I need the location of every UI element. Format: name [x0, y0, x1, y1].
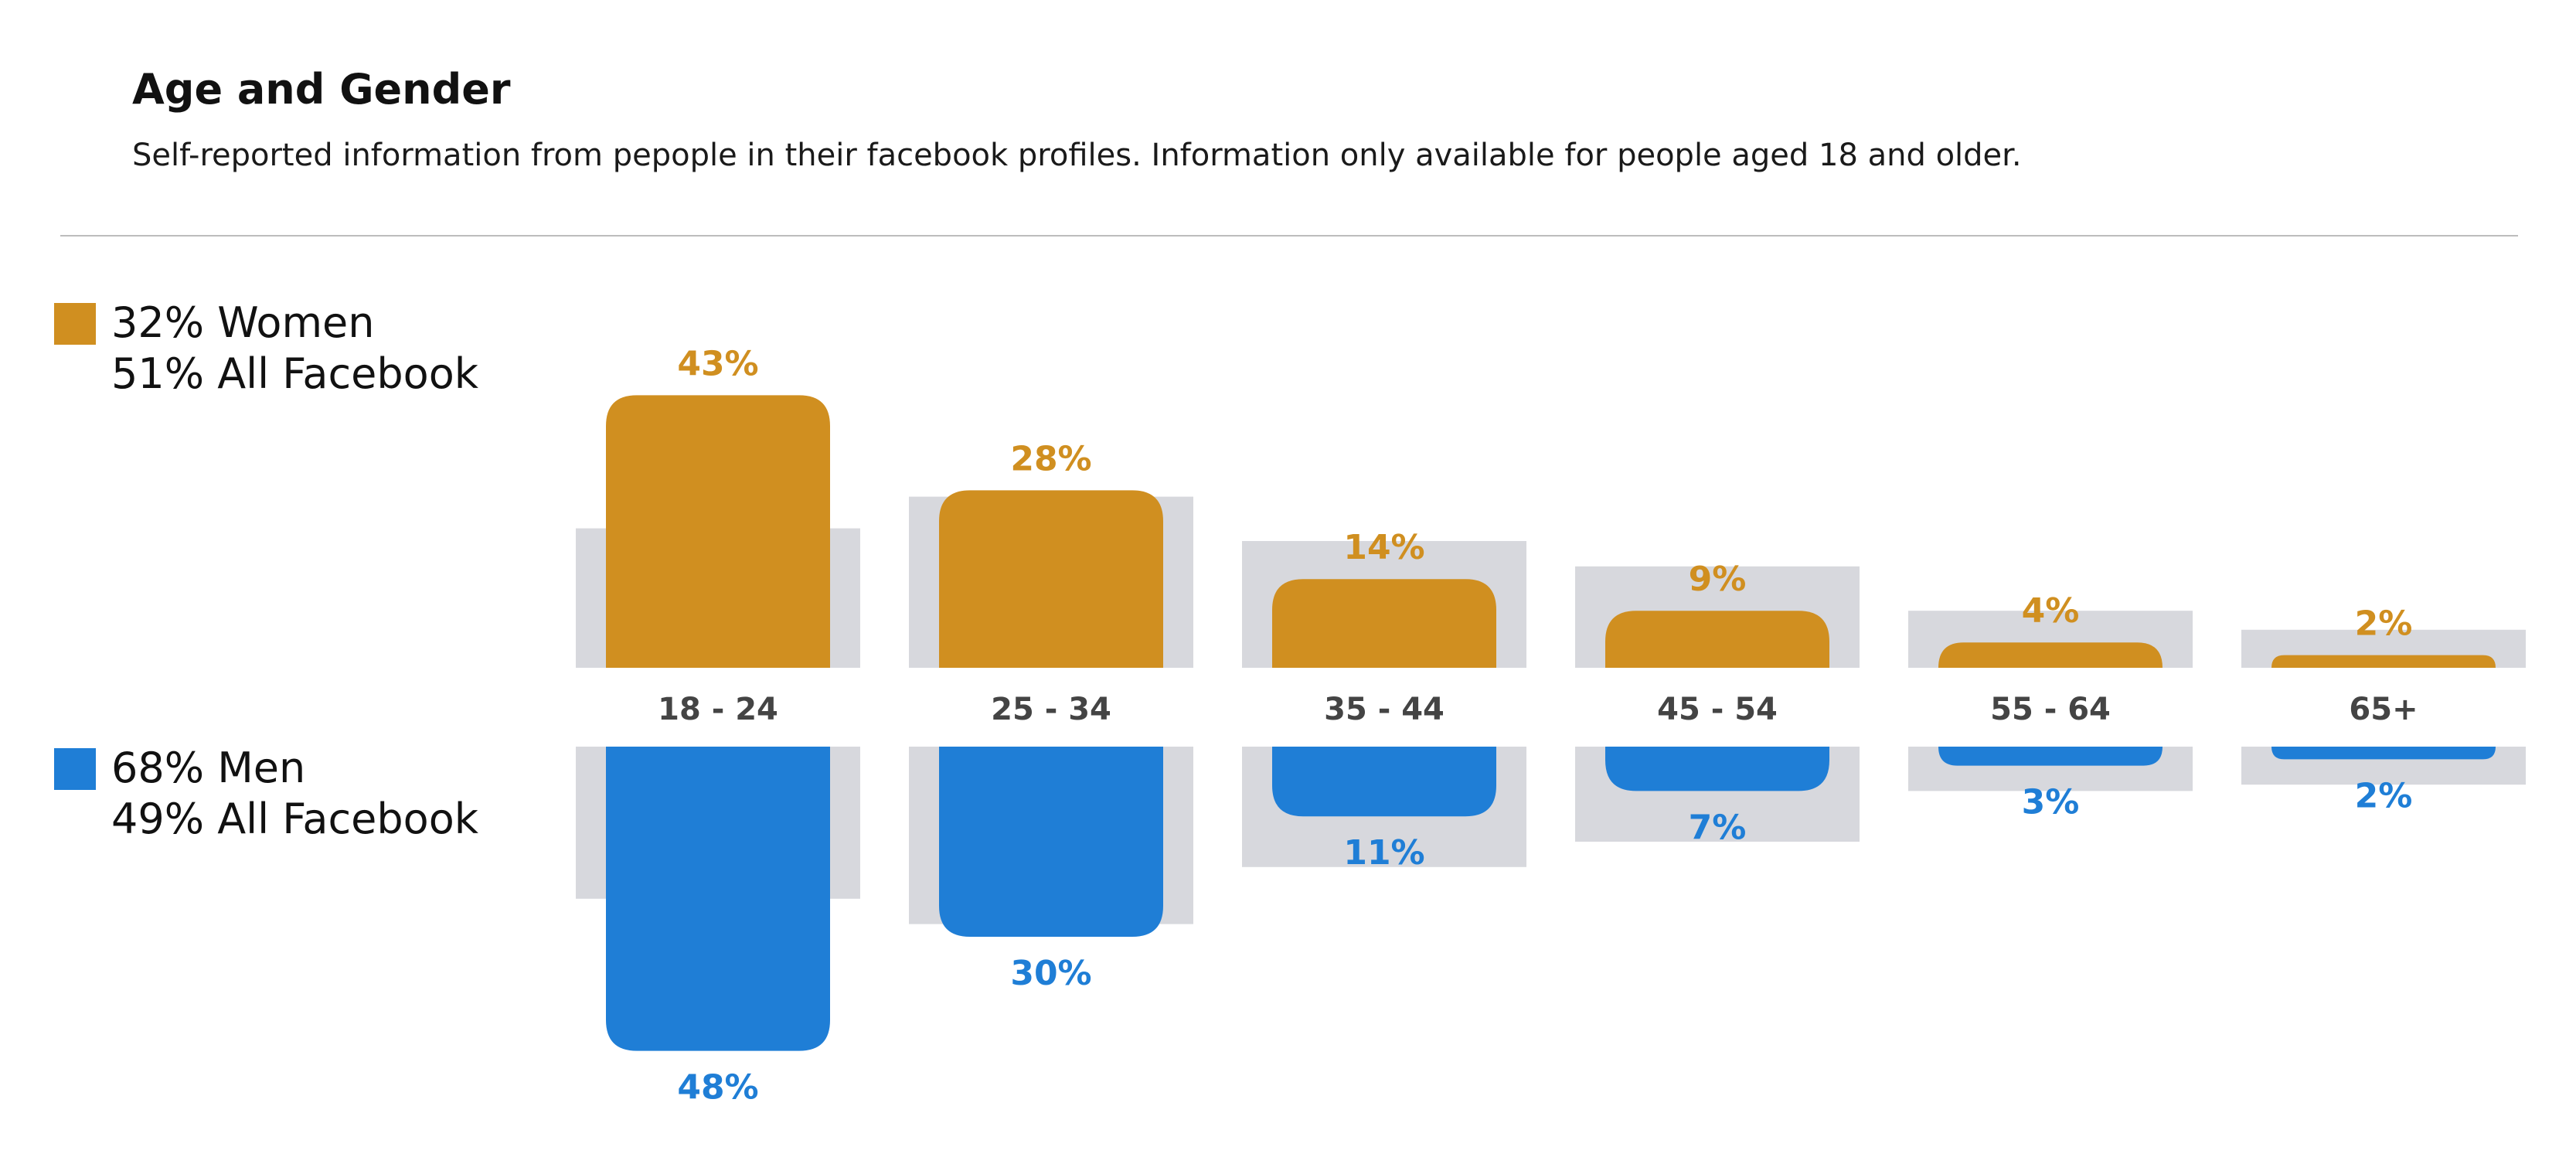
legend-women-all-facebook: 51% All Facebook	[111, 349, 479, 398]
age-group-label: 35 - 44	[1324, 692, 1445, 727]
women-bar	[1272, 579, 1496, 668]
women-value-label: 14%	[1343, 528, 1424, 567]
men-value-label: 48%	[677, 1068, 758, 1108]
legend-men-share: 68% Men	[111, 744, 306, 792]
chart-subtitle: Self-reported information from pepople i…	[132, 138, 2022, 173]
men-bar	[1938, 747, 2163, 766]
age-group-label: 25 - 34	[991, 692, 1111, 727]
men-value-label: 11%	[1343, 833, 1424, 873]
legend-men-swatch	[54, 748, 96, 790]
age-group-label: 55 - 64	[1990, 692, 2111, 727]
women-value-label: 9%	[1689, 560, 1747, 599]
men-bar	[606, 747, 830, 1051]
women-bar	[2271, 655, 2496, 668]
women-value-label: 2%	[2355, 604, 2413, 644]
men-value-label: 3%	[2022, 783, 2080, 822]
women-bar	[1938, 642, 2163, 668]
age-group-label: 45 - 54	[1657, 692, 1778, 727]
men-bar	[1272, 747, 1496, 817]
women-value-label: 4%	[2022, 591, 2080, 631]
women-bar	[939, 490, 1163, 668]
legend-women-share: 32% Women	[111, 298, 375, 347]
women-value-label: 43%	[677, 344, 758, 383]
chart-title: Age and Gender	[132, 65, 511, 114]
men-bar	[1605, 747, 1829, 791]
men-value-label: 2%	[2355, 776, 2413, 815]
women-bar	[606, 395, 830, 668]
age-group-label: 65+	[2349, 692, 2418, 727]
women-bar	[1605, 611, 1829, 668]
legend-women-swatch	[54, 303, 96, 345]
men-value-label: 30%	[1010, 954, 1091, 993]
legend-men-all-facebook: 49% All Facebook	[111, 795, 479, 843]
age-group-label: 18 - 24	[658, 692, 778, 727]
divider	[60, 235, 2518, 237]
women-value-label: 28%	[1010, 439, 1091, 478]
men-bar	[939, 747, 1163, 937]
men-value-label: 7%	[1689, 808, 1747, 847]
men-bar	[2271, 747, 2496, 760]
